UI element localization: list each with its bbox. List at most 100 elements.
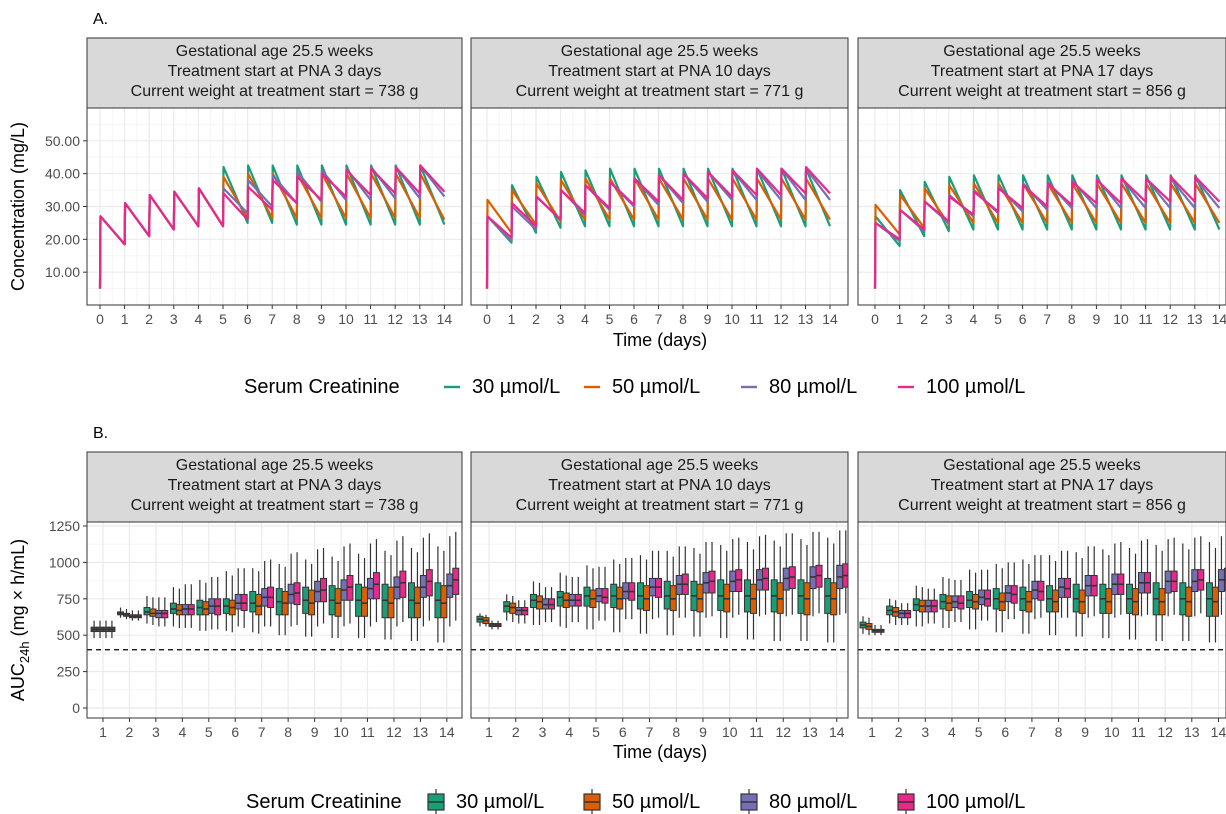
box-series-100 xyxy=(815,531,823,614)
box-series-80 xyxy=(234,568,242,627)
a-strip-text: Gestational age 25.5 weeks xyxy=(943,43,1140,60)
a-x-tick-label: 8 xyxy=(679,311,687,327)
a-x-tick-label: 2 xyxy=(532,311,540,327)
b-strip-text: Current weight at treatment start = 738 … xyxy=(131,497,419,514)
a-x-tick-label: 14 xyxy=(822,311,838,327)
b-strip-text: Treatment start at PNA 3 days xyxy=(168,477,382,494)
line-series-100 xyxy=(873,175,1221,289)
b-y-tick-label: 0 xyxy=(72,700,80,716)
a-x-tick-label: 9 xyxy=(1093,311,1101,327)
b-y-axis-label: AUC24h (mg × h/mL) xyxy=(8,539,32,701)
box-series-30 xyxy=(717,544,725,639)
box-series-100 xyxy=(161,597,169,627)
box-series-50 xyxy=(255,571,263,634)
box-series-50 xyxy=(1025,563,1033,634)
b-y-tick-label: 1250 xyxy=(49,518,80,534)
box-series-30 xyxy=(770,540,778,642)
box-series-100 xyxy=(1197,536,1205,614)
a-plot-frame xyxy=(857,107,1226,306)
a-legend-item-50: 50 µmol/L xyxy=(584,376,700,398)
a-plot-frame xyxy=(470,107,849,306)
box-series-80 xyxy=(1084,546,1092,618)
box-series-50 xyxy=(972,572,980,630)
a-legend-item-100: 100 µmol/L xyxy=(898,376,1025,398)
a-x-tick-label: 14 xyxy=(1212,311,1226,327)
box-series-100 xyxy=(957,579,965,623)
box-series-80 xyxy=(924,588,932,624)
b-boxes xyxy=(476,530,848,643)
b-x-tick-label: 14 xyxy=(439,724,455,740)
box-series-30 xyxy=(503,594,511,621)
box-series-80 xyxy=(1111,543,1119,618)
b-x-tick-label: 12 xyxy=(1157,724,1173,740)
legend-label: 100 µmol/L xyxy=(926,376,1025,398)
box-series-80 xyxy=(978,569,986,621)
box-series-100 xyxy=(1143,539,1151,615)
box-series-100 xyxy=(601,566,609,621)
b-x-tick-label: 13 xyxy=(413,724,429,740)
b-x-tick-label: 11 xyxy=(360,724,375,740)
a-x-tick-label: 1 xyxy=(896,311,904,327)
b-x-tick-label: 2 xyxy=(512,724,520,740)
box-series-50 xyxy=(749,549,758,640)
box-series-100 xyxy=(628,558,636,620)
box-series-100 xyxy=(187,584,195,628)
b-legend-title: Serum Creatinine xyxy=(246,791,402,813)
a-strip-text: Treatment start at PNA 3 days xyxy=(168,63,382,80)
a-x-tick-label: 12 xyxy=(773,311,789,327)
box-series-50 xyxy=(642,559,651,634)
a-x-tick-label: 11 xyxy=(749,311,764,327)
a-panel-3: 0 1 2 3 4 5 6 7 8 9 10 11 12 13 14 xyxy=(857,107,1226,327)
a-x-tick-label: 3 xyxy=(945,311,953,327)
panel-label-a: A. xyxy=(93,11,108,28)
b-x-axis-label: Time (days) xyxy=(613,742,707,762)
b-x-tick-label: 6 xyxy=(231,724,239,740)
box-iqr xyxy=(249,591,257,613)
box-series-100 xyxy=(984,569,992,621)
a-x-tick-label: 8 xyxy=(1068,311,1076,327)
box-series-50 xyxy=(440,550,448,643)
b-plot-frame xyxy=(470,521,849,719)
box-series-100 xyxy=(214,576,222,630)
a-lines xyxy=(485,166,832,289)
b-plot-bg xyxy=(471,522,848,718)
box-series-50 xyxy=(776,546,784,642)
b-strip-text: Treatment start at PNA 17 days xyxy=(931,477,1154,494)
box-series-100 xyxy=(1117,542,1125,615)
box-iqr xyxy=(425,569,433,597)
box-series-30 xyxy=(143,595,151,624)
box-series-30 xyxy=(1019,559,1027,634)
box-series-50 xyxy=(334,560,342,639)
b-plot-frame xyxy=(86,521,463,719)
box-series-100 xyxy=(574,576,582,623)
a-x-tick-label: 12 xyxy=(1162,311,1178,327)
a-x-axis-label: Time (days) xyxy=(613,330,707,350)
a-y-axis-label: Concentration (mg/L) xyxy=(8,122,28,291)
box-series-50 xyxy=(696,553,704,637)
box-series-100 xyxy=(293,552,301,626)
a-x-tick-label: 0 xyxy=(871,311,879,327)
a-strip-text: Treatment start at PNA 17 days xyxy=(931,63,1154,80)
b-plot-bg xyxy=(87,522,462,718)
a-legend-item-30: 30 µmol/L xyxy=(444,376,560,398)
b-x-tick-label: 6 xyxy=(1001,724,1009,740)
b-x-tick-label: 14 xyxy=(1211,724,1226,740)
box-series-80 xyxy=(1058,550,1066,618)
box-series-100 xyxy=(655,550,663,618)
b-x-tick-label: 2 xyxy=(126,724,134,740)
legend-label: 30 µmol/L xyxy=(472,376,560,398)
box-series-100 xyxy=(1090,546,1098,617)
a-y-tick-label: 40.00 xyxy=(45,166,80,182)
box-series-100 xyxy=(735,537,743,615)
b-y-axis-label-sub: 24h xyxy=(17,641,32,663)
box-series-100 xyxy=(425,533,433,621)
b-boxes xyxy=(859,536,1226,643)
b-panel-2: 1 2 3 4 5 6 7 8 9 10 11 12 13 14 xyxy=(470,521,849,740)
box-iqr xyxy=(255,593,263,616)
box-series-50 xyxy=(865,617,873,636)
b-strip-text: Gestational age 25.5 weeks xyxy=(176,457,373,474)
b-x-tick-label: 12 xyxy=(775,724,791,740)
box-series-50 xyxy=(482,614,490,627)
box-series-50 xyxy=(589,568,597,630)
box-series-80 xyxy=(542,587,550,623)
